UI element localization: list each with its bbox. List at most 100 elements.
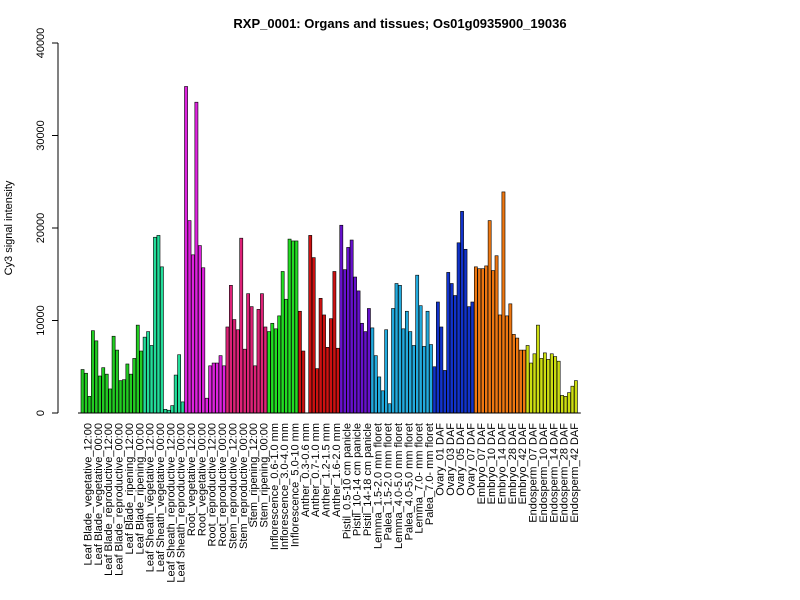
bars — [80, 86, 578, 414]
bar — [518, 349, 523, 414]
bar — [111, 335, 116, 414]
x-tick-label: Pistil_0.5-10 cm panicle — [341, 423, 353, 539]
bar — [401, 328, 406, 414]
bar — [508, 303, 513, 414]
x-tick-label: Leaf Sheath_reproductive_00:00 — [176, 423, 188, 583]
bar — [432, 366, 437, 414]
bar — [325, 347, 330, 414]
bar — [229, 285, 233, 414]
x-tick-label: Endosperm_07 DAF — [528, 423, 540, 523]
bar — [187, 220, 192, 414]
x-tick-label: Stem_reproductive_12:00 — [227, 423, 239, 549]
bar — [277, 315, 282, 414]
x-tick-label: Embryo_07 DAF — [476, 423, 488, 505]
bar — [135, 324, 140, 414]
x-tick-label: Leaf Blade_reproductive_00:00 — [114, 423, 126, 576]
bar — [318, 297, 323, 414]
x-tick-label: Endosperm_28 DAF — [559, 423, 571, 523]
bar — [91, 330, 95, 414]
bar — [429, 344, 433, 414]
bar — [477, 268, 482, 414]
bar — [525, 345, 530, 414]
bar — [377, 376, 382, 414]
bar — [315, 368, 320, 414]
bar — [170, 405, 175, 414]
bar — [487, 220, 492, 414]
bar — [473, 266, 478, 414]
bar — [349, 239, 354, 414]
x-tick-label: Leaf Sheath_reproductive_12:00 — [165, 423, 177, 583]
bar — [294, 240, 299, 414]
bar — [291, 240, 295, 414]
bar — [436, 301, 440, 414]
bar — [498, 314, 502, 414]
bar — [273, 328, 278, 414]
bar — [284, 298, 288, 414]
x-tick-label: Anther_1.2-1.5 mm — [321, 423, 333, 517]
bar — [201, 267, 206, 414]
bar — [411, 345, 416, 414]
bar — [235, 329, 240, 414]
bar — [446, 272, 451, 414]
bar — [511, 334, 516, 414]
bar — [387, 403, 392, 414]
bar — [356, 290, 361, 414]
bar — [211, 362, 216, 414]
bar — [384, 329, 389, 414]
x-tick-label: Leaf Blade_vegetative_12:00 — [83, 423, 95, 566]
bar — [470, 301, 475, 414]
x-tick-label: Endosperm_10 DAF — [538, 423, 550, 523]
bar — [87, 396, 92, 414]
bar — [118, 380, 123, 414]
bar — [198, 245, 202, 414]
bar — [156, 235, 161, 414]
bar — [129, 373, 133, 414]
x-tick-label: Stem_ripening_00:00 — [258, 423, 270, 528]
bar — [418, 305, 423, 414]
bar — [380, 390, 385, 414]
x-tick-label: Leaf Sheath_vegetative_00:00 — [155, 423, 167, 572]
x-tick-label: Stem_ripening_12:00 — [248, 423, 260, 528]
bar — [246, 293, 251, 414]
x-tick-label: Lemma_7.0- mm floret — [414, 423, 426, 534]
bar — [80, 369, 85, 414]
bar — [256, 309, 261, 414]
x-tick-label: Anther_1.6-2.0 mm — [331, 423, 343, 517]
bar — [115, 349, 119, 414]
bar — [84, 372, 88, 414]
x-tick-label: Ovary_03 DAF — [445, 423, 457, 496]
y-tick-label: 20000 — [35, 213, 47, 244]
bar — [556, 360, 561, 414]
x-tick-label: Stem_reproductive_00:00 — [238, 423, 250, 549]
bar — [222, 365, 226, 414]
bar — [249, 306, 254, 414]
x-tick-label: Endosperm_42 DAF — [569, 423, 581, 523]
bar — [394, 283, 399, 414]
bar — [146, 331, 150, 414]
bar — [335, 347, 340, 414]
bar — [308, 235, 313, 414]
bar — [522, 349, 526, 414]
x-tick-label: Leaf Blade_reproductive_12:00 — [103, 423, 115, 576]
bar — [449, 283, 454, 414]
bar — [391, 308, 395, 414]
bar — [346, 247, 351, 414]
bar — [425, 310, 430, 414]
chart-title: RXP_0001: Organs and tissues; Os01g09359… — [233, 16, 566, 31]
x-tick-label: Inflorescence_0.6-1.0 mm — [269, 423, 281, 550]
bar — [180, 401, 185, 414]
bar — [501, 191, 506, 414]
bar — [160, 266, 164, 414]
bar — [456, 242, 461, 414]
bar — [542, 352, 547, 414]
bar — [311, 257, 316, 414]
x-tick-label: Leaf Blade_ripening_12:00 — [124, 423, 136, 555]
x-tick-label: Root_reproductive_12:00 — [207, 423, 219, 547]
bar — [360, 322, 364, 414]
bar — [132, 358, 137, 414]
bar — [553, 356, 558, 414]
bar — [108, 388, 112, 414]
bar — [570, 385, 575, 414]
x-tick-label: Leaf Blade_ripening_00:00 — [134, 423, 146, 555]
